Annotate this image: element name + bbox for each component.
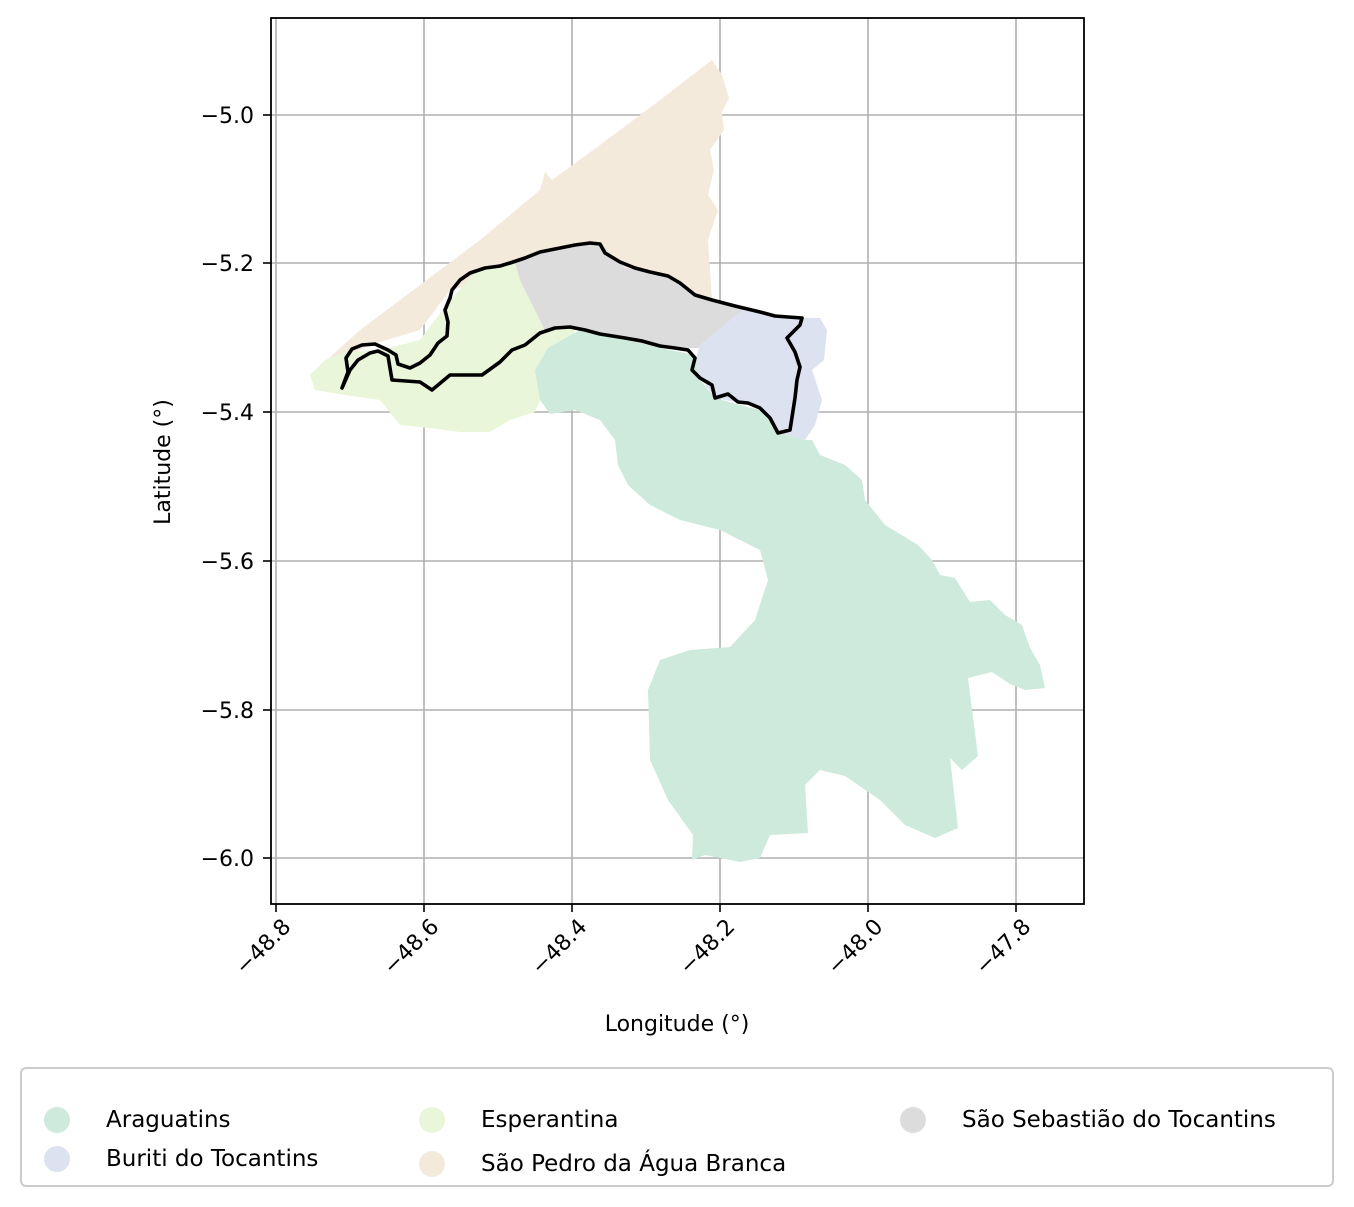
x-axis-title: Longitude (°) bbox=[605, 1012, 750, 1037]
y-tick-label: −5.8 bbox=[201, 699, 254, 724]
legend-swatch bbox=[419, 1151, 445, 1177]
x-tick-label: −48.6 bbox=[379, 915, 444, 980]
y-tick-label: −6.0 bbox=[201, 847, 254, 872]
legend-swatch bbox=[900, 1107, 926, 1133]
legend-item-esperantina: Esperantina bbox=[419, 1104, 618, 1136]
y-tick-marks bbox=[263, 114, 271, 859]
region-esperantina bbox=[310, 262, 575, 432]
legend-item-buriti-do-tocantins: Buriti do Tocantins bbox=[44, 1143, 318, 1175]
legend: Araguatins Buriti do Tocantins Esperanti… bbox=[20, 1067, 1334, 1187]
map-figure: −5.0 −5.2 −5.4 −5.6 −5.8 −6.0 −48.8 −48.… bbox=[151, 17, 1085, 1037]
x-tick-label: −48.0 bbox=[823, 915, 888, 980]
y-tick-label: −5.4 bbox=[201, 401, 254, 426]
legend-item-araguatins: Araguatins bbox=[44, 1104, 231, 1136]
x-tick-label: −48.2 bbox=[675, 915, 740, 980]
highlight-outline bbox=[340, 241, 804, 435]
legend-swatch bbox=[419, 1107, 445, 1133]
x-tick-marks bbox=[275, 904, 1017, 912]
legend-label: Buriti do Tocantins bbox=[106, 1146, 319, 1172]
y-tick-label: −5.0 bbox=[201, 104, 254, 129]
legend-swatch bbox=[44, 1107, 70, 1133]
region-sao-sebastiao-do-tocantins bbox=[515, 243, 745, 348]
x-tick-label: −47.8 bbox=[971, 915, 1036, 980]
legend-label: São Sebastião do Tocantins bbox=[962, 1107, 1276, 1133]
y-tick-label: −5.6 bbox=[201, 550, 254, 575]
region-araguatins bbox=[535, 330, 1045, 862]
legend-swatch bbox=[44, 1146, 70, 1172]
legend-label: Esperantina bbox=[481, 1107, 619, 1133]
legend-item-sao-sebastiao-do-tocantins: São Sebastião do Tocantins bbox=[900, 1104, 1276, 1136]
x-tick-label: −48.8 bbox=[231, 915, 296, 980]
legend-label: Araguatins bbox=[106, 1107, 231, 1133]
axes-frame bbox=[270, 17, 1085, 905]
legend-label: São Pedro da Água Branca bbox=[481, 1151, 787, 1177]
legend-item-sao-pedro-da-agua-branca: São Pedro da Água Branca bbox=[419, 1148, 786, 1180]
y-tick-label: −5.2 bbox=[201, 252, 254, 277]
y-axis-title: Latitude (°) bbox=[151, 399, 176, 525]
x-tick-label: −48.4 bbox=[527, 915, 592, 980]
